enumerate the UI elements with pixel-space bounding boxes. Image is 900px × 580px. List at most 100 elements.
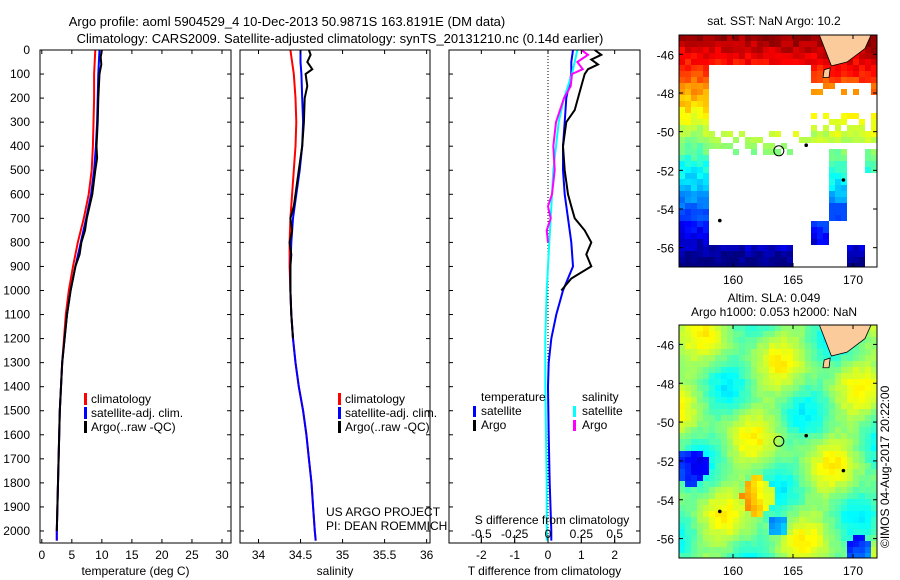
map-cell xyxy=(835,149,841,155)
map-cell xyxy=(829,463,835,469)
map-cell xyxy=(817,505,823,511)
lat-tick-label: -54 xyxy=(657,203,675,217)
map-cell xyxy=(775,391,781,397)
map-cell xyxy=(763,35,769,41)
map-cell xyxy=(865,373,871,379)
map-cell xyxy=(769,373,775,379)
map-cell xyxy=(841,191,847,197)
map-cell xyxy=(853,65,859,71)
map-cell xyxy=(847,451,853,457)
x-tick-label: 30 xyxy=(215,548,229,562)
map-cell xyxy=(703,403,709,409)
map-cell xyxy=(793,331,799,337)
map-cell xyxy=(685,191,691,197)
map-cell xyxy=(751,475,757,481)
map-cell xyxy=(703,469,709,475)
map-cell xyxy=(685,343,691,349)
map-cell xyxy=(817,239,823,245)
map-cell xyxy=(727,53,733,59)
map-cell xyxy=(697,397,703,403)
map-cell xyxy=(859,361,865,367)
map-cell xyxy=(835,379,841,385)
map-cell xyxy=(853,59,859,65)
map-cell xyxy=(847,355,853,361)
map-cell xyxy=(769,457,775,463)
map-cell xyxy=(865,59,871,65)
x-tick-label: -2 xyxy=(476,548,487,562)
map-cell xyxy=(709,131,715,137)
map-cell xyxy=(721,475,727,481)
map-cell xyxy=(727,499,733,505)
map-cell xyxy=(859,433,865,439)
map-cell xyxy=(745,331,751,337)
map-cell xyxy=(733,137,739,143)
map-cell xyxy=(751,343,757,349)
map-cell xyxy=(787,421,793,427)
map-cell xyxy=(763,523,769,529)
map-cell xyxy=(715,499,721,505)
map-cell xyxy=(715,421,721,427)
map-cell xyxy=(823,481,829,487)
map-cell xyxy=(841,397,847,403)
map-cell xyxy=(757,451,763,457)
map-cell xyxy=(799,463,805,469)
map-cell xyxy=(697,107,703,113)
map-cell xyxy=(763,263,769,267)
map-cell xyxy=(847,113,853,119)
map-cell xyxy=(685,451,691,457)
map-cell xyxy=(805,397,811,403)
map-cell xyxy=(685,185,691,191)
map-cell xyxy=(859,245,865,251)
map-cell xyxy=(679,391,685,397)
map-cell xyxy=(685,245,691,251)
map-cell xyxy=(763,517,769,523)
map-cell xyxy=(757,59,763,65)
map-cell xyxy=(763,385,769,391)
map-cell xyxy=(679,41,685,47)
map-cell xyxy=(793,421,799,427)
map-cell xyxy=(709,397,715,403)
map-cell xyxy=(763,397,769,403)
map-cell xyxy=(823,445,829,451)
depth-tick-label: 1800 xyxy=(3,476,30,490)
depth-tick-label: 1400 xyxy=(3,380,30,394)
depth-tick-label: 1000 xyxy=(3,283,30,297)
map-cell xyxy=(763,541,769,547)
map-cell xyxy=(679,257,685,263)
map-cell xyxy=(835,439,841,445)
map-cell xyxy=(703,143,709,149)
map-cell xyxy=(685,155,691,161)
map-cell xyxy=(829,173,835,179)
map-cell xyxy=(817,71,823,77)
map-cell xyxy=(787,541,793,547)
map-cell xyxy=(721,463,727,469)
map-cell xyxy=(685,475,691,481)
map-cell xyxy=(697,119,703,125)
map-cell xyxy=(709,427,715,433)
map-cell xyxy=(739,535,745,541)
map-cell xyxy=(841,361,847,367)
map-cell xyxy=(763,343,769,349)
map-cell xyxy=(859,367,865,373)
map-cell xyxy=(811,367,817,373)
map-cell xyxy=(691,415,697,421)
legend-swatch-climatology xyxy=(338,393,341,405)
map-cell xyxy=(859,415,865,421)
map-cell xyxy=(835,215,841,221)
map-cell xyxy=(781,331,787,337)
map-cell xyxy=(829,391,835,397)
s-tick-label: 0 xyxy=(545,527,552,541)
map-cell xyxy=(757,547,763,553)
map-cell xyxy=(853,113,859,119)
map-cell xyxy=(835,487,841,493)
map-cell xyxy=(745,385,751,391)
map-cell xyxy=(697,517,703,523)
map-cell xyxy=(787,251,793,257)
map-cell xyxy=(757,331,763,337)
map-cell xyxy=(703,397,709,403)
map-cell xyxy=(835,475,841,481)
map-cell xyxy=(841,409,847,415)
map-cell xyxy=(823,391,829,397)
map-cell xyxy=(787,529,793,535)
map-cell xyxy=(679,355,685,361)
